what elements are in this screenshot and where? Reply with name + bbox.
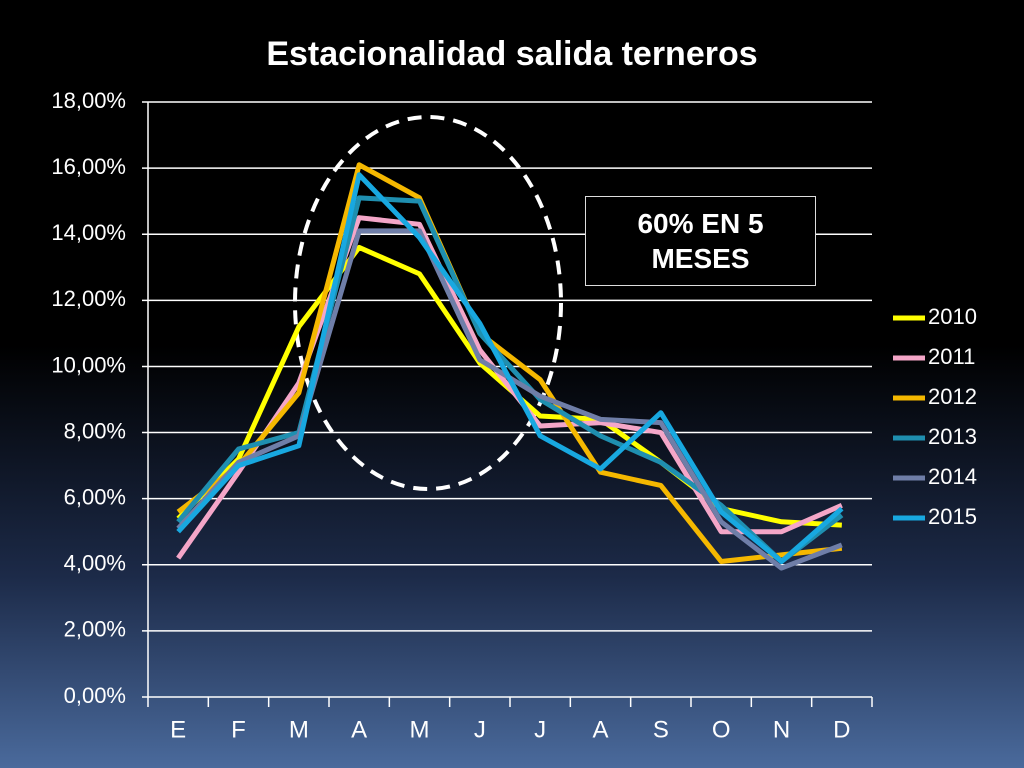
x-tick-label: M	[410, 716, 430, 743]
y-tick-label: 14,00%	[51, 220, 126, 245]
x-tick-label: A	[351, 716, 367, 743]
annotation: 60% EN 5 MESES	[585, 196, 816, 286]
x-tick-label: M	[289, 716, 309, 743]
x-tick-label: D	[833, 716, 850, 743]
y-tick-label: 2,00%	[64, 617, 126, 642]
legend-label: 2013	[928, 424, 977, 449]
y-tick-label: 4,00%	[64, 551, 126, 576]
x-tick-label: E	[170, 716, 186, 743]
x-tick-label: O	[712, 716, 731, 743]
legend-label: 2012	[928, 384, 977, 409]
x-tick-label: N	[773, 716, 790, 743]
y-tick-label: 12,00%	[51, 286, 126, 311]
x-tick-label: J	[534, 716, 546, 743]
x-tick-label: S	[653, 716, 669, 743]
legend-label: 2010	[928, 304, 977, 329]
y-tick-label: 0,00%	[64, 683, 126, 708]
x-tick-label: A	[592, 716, 608, 743]
series-line	[176, 195, 844, 564]
series-line	[176, 162, 843, 564]
legend-label: 2015	[928, 504, 977, 529]
y-tick-label: 10,00%	[51, 352, 126, 377]
y-tick-label: 18,00%	[51, 88, 126, 113]
y-tick-label: 8,00%	[64, 418, 126, 443]
y-tick-label: 6,00%	[64, 484, 126, 509]
legend-label: 2014	[928, 464, 977, 489]
legend-label: 2011	[928, 344, 975, 369]
x-tick-label: F	[231, 716, 246, 743]
highlight-ellipse	[293, 115, 563, 491]
series-line	[176, 172, 844, 564]
chart-title: Estacionalidad salida terneros	[266, 35, 757, 73]
y-tick-label: 16,00%	[51, 154, 126, 179]
x-tick-label: J	[474, 716, 486, 743]
